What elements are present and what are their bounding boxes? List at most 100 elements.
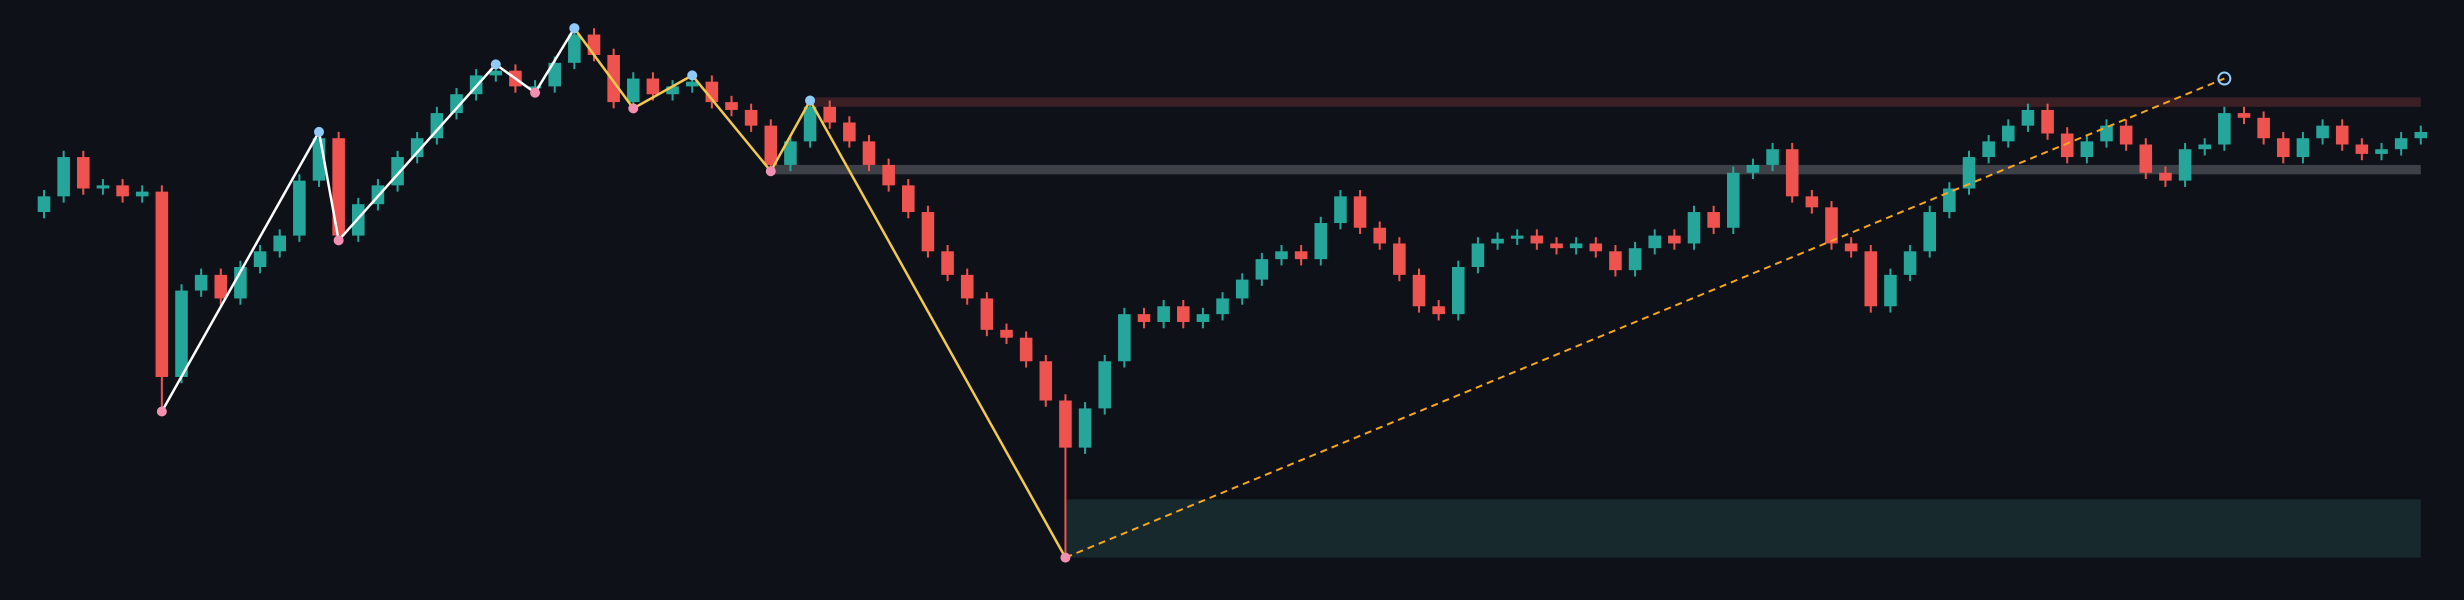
candle-body — [2198, 144, 2211, 150]
candle-body — [843, 122, 856, 142]
candle-body — [96, 185, 110, 189]
candle-body — [548, 62, 561, 87]
zigzag-line — [573, 27, 1067, 559]
candle-body — [2041, 109, 2054, 134]
candle-body — [2002, 125, 2015, 142]
candle-body — [1039, 361, 1053, 401]
candle-body — [1157, 306, 1170, 322]
candle-body — [2080, 141, 2094, 158]
candle-body — [1628, 248, 1642, 271]
candle-body — [1432, 306, 1445, 315]
pivot-marker — [333, 235, 344, 246]
candle-body — [902, 185, 915, 213]
candle-body — [1609, 251, 1622, 271]
candle-body — [135, 191, 149, 197]
candle-body — [1962, 157, 1976, 189]
candle-body — [2257, 117, 2270, 139]
candle-body — [1943, 188, 1956, 213]
candle-body — [607, 54, 620, 103]
candle-body — [862, 141, 876, 165]
candle-body — [1393, 243, 1406, 275]
candle-body — [1569, 243, 1583, 249]
candle-body — [784, 141, 797, 165]
pivot-marker — [530, 87, 541, 98]
candle-body — [1078, 408, 1092, 448]
candle-body — [666, 86, 679, 95]
candle-body — [1510, 235, 1524, 239]
pivot-marker — [156, 406, 167, 417]
candle-body — [2414, 131, 2428, 139]
candle-body — [1294, 251, 1308, 260]
candle-body — [2277, 138, 2290, 158]
zone — [770, 164, 2421, 175]
trend-end-marker — [2217, 71, 2232, 86]
candle-body — [1059, 400, 1072, 448]
candle-body — [725, 102, 738, 110]
candle-body — [823, 106, 836, 123]
candle-body — [116, 185, 129, 197]
candle-body — [1118, 314, 1131, 362]
pivot-marker — [628, 103, 639, 114]
pivot-marker — [805, 95, 816, 106]
candle-body — [980, 298, 994, 330]
candle-body — [1353, 196, 1367, 228]
candle-body — [2394, 138, 2408, 150]
candle-body — [77, 157, 90, 189]
candle-body — [1452, 267, 1465, 315]
candle-body — [2021, 109, 2035, 126]
candle-body — [1746, 164, 1760, 173]
candle-body — [2119, 125, 2133, 145]
pivot-marker — [765, 166, 776, 177]
candle-body — [882, 164, 895, 186]
candle-body — [1550, 243, 1563, 249]
candle-body — [1098, 361, 1111, 409]
candle-body — [1884, 274, 1897, 307]
candle-body — [2237, 113, 2251, 118]
candle-body — [1923, 212, 1936, 252]
candle-body — [960, 274, 974, 299]
candle-body — [2355, 144, 2369, 154]
candle-body — [646, 78, 660, 95]
candle-body — [921, 212, 935, 252]
candle-body — [489, 70, 503, 76]
candle-body — [430, 113, 444, 139]
candle-body — [627, 78, 640, 103]
candle-body — [175, 290, 188, 377]
candle-body — [194, 274, 208, 291]
candle-body — [2178, 149, 2192, 181]
candle-body — [410, 138, 424, 158]
candle-body — [1019, 337, 1033, 362]
candle-body — [2139, 144, 2153, 173]
candle-body — [568, 34, 581, 63]
candle-body — [450, 94, 463, 114]
candle-body — [587, 34, 601, 55]
zone — [810, 97, 2421, 107]
candle-body — [1687, 212, 1701, 244]
candle-body — [2060, 133, 2074, 158]
candle-body — [37, 196, 51, 213]
candle-body — [1216, 298, 1229, 315]
candle-body — [1137, 314, 1151, 322]
candle-body — [1589, 243, 1603, 252]
candle-body — [293, 180, 306, 236]
candle-body — [2218, 113, 2231, 145]
candle-body — [1982, 141, 1995, 158]
trend-start-marker — [1061, 553, 1070, 562]
candle-body — [528, 86, 542, 89]
candle-body — [1196, 314, 1210, 322]
candle-body — [1177, 306, 1190, 322]
candle-body — [685, 81, 699, 87]
candle-body — [1864, 251, 1878, 307]
candle-body — [1668, 235, 1681, 244]
candle-body — [1235, 279, 1249, 299]
candle-body — [1471, 243, 1485, 268]
candle-body — [1491, 238, 1504, 244]
candle-body — [1373, 227, 1386, 244]
candle-body — [2316, 125, 2329, 139]
candle-body — [1903, 251, 1917, 275]
pivot-marker — [569, 23, 580, 34]
pivot-marker — [490, 59, 501, 70]
candle-body — [1255, 259, 1269, 280]
candle-body — [1825, 207, 1838, 244]
